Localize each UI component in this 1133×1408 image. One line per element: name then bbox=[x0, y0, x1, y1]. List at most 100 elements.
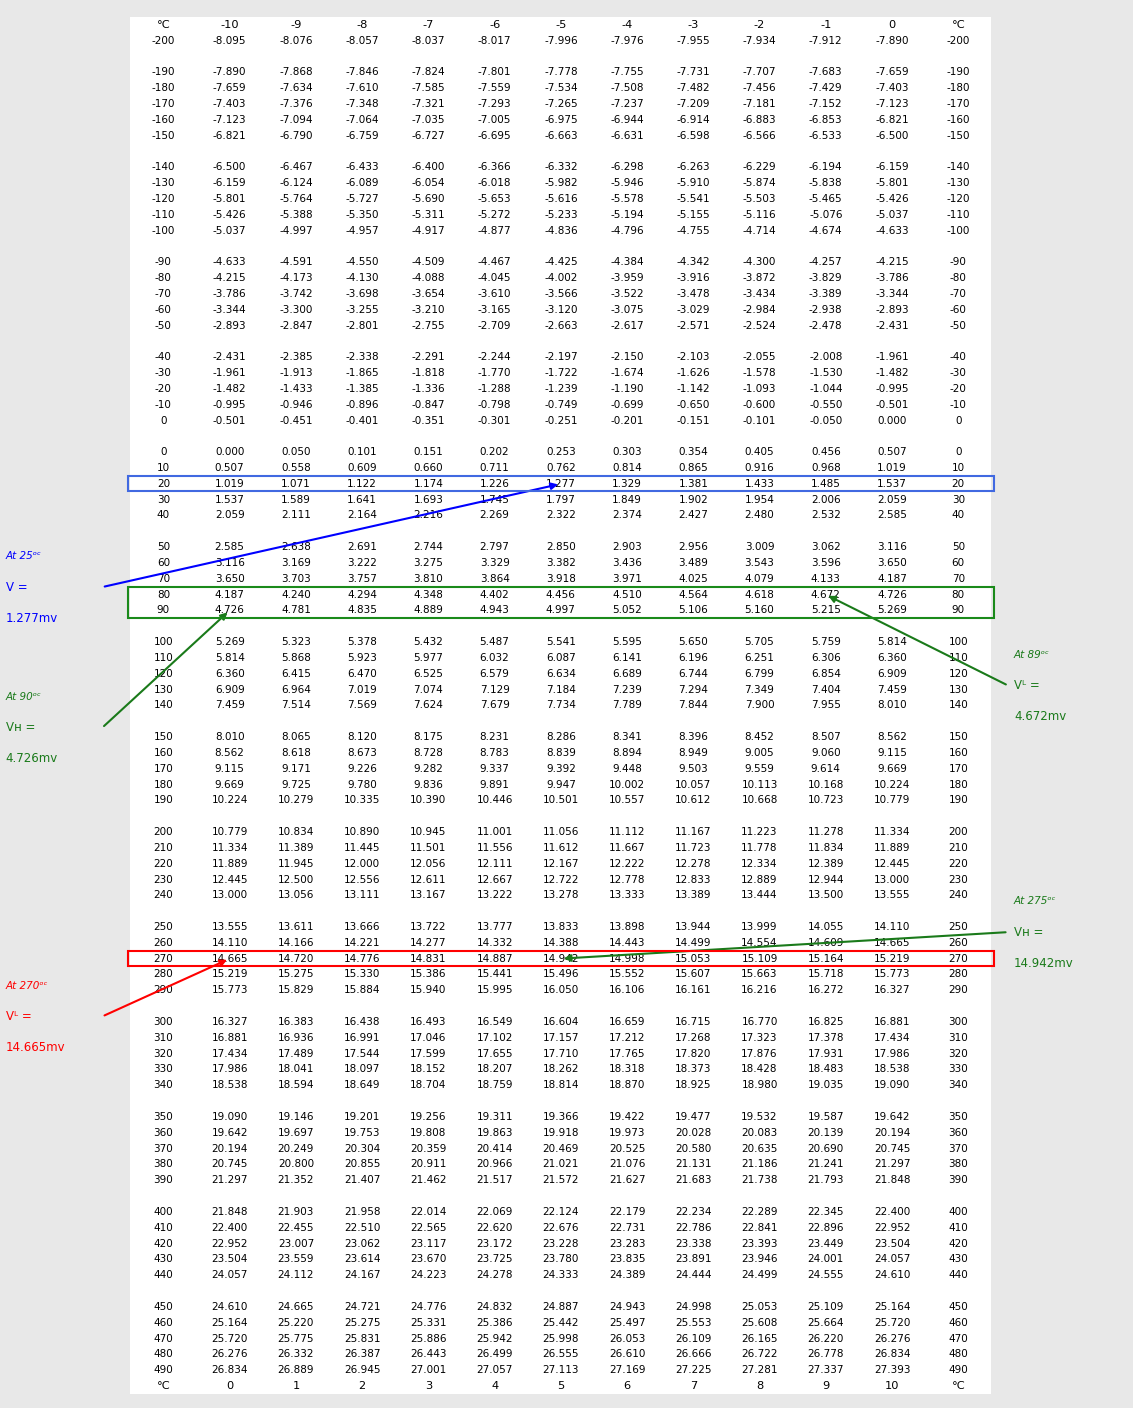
Text: 26.165: 26.165 bbox=[741, 1333, 777, 1343]
Text: 100: 100 bbox=[948, 636, 968, 648]
Text: 19.642: 19.642 bbox=[212, 1128, 248, 1138]
Text: 490: 490 bbox=[948, 1366, 968, 1376]
Text: 0: 0 bbox=[955, 415, 962, 425]
Text: 2.797: 2.797 bbox=[479, 542, 510, 552]
Text: -1.818: -1.818 bbox=[411, 367, 445, 377]
Text: 7.184: 7.184 bbox=[546, 684, 576, 694]
Text: -1.722: -1.722 bbox=[544, 367, 578, 377]
Text: 8.949: 8.949 bbox=[679, 748, 708, 758]
Text: -5.764: -5.764 bbox=[279, 194, 313, 204]
Text: -2.984: -2.984 bbox=[743, 304, 776, 315]
Text: 21.462: 21.462 bbox=[410, 1176, 446, 1186]
Text: -3.872: -3.872 bbox=[743, 273, 776, 283]
Text: 24.167: 24.167 bbox=[344, 1270, 381, 1280]
Text: 7.459: 7.459 bbox=[215, 700, 245, 711]
Text: 22.179: 22.179 bbox=[608, 1207, 646, 1217]
Text: 5.650: 5.650 bbox=[679, 636, 708, 648]
Text: 13.500: 13.500 bbox=[808, 890, 844, 900]
Text: 27.169: 27.169 bbox=[608, 1366, 646, 1376]
Text: 1.537: 1.537 bbox=[215, 494, 245, 504]
Text: 3: 3 bbox=[425, 1381, 432, 1391]
Text: 13.333: 13.333 bbox=[608, 890, 646, 900]
Text: 11.167: 11.167 bbox=[675, 826, 712, 836]
Text: -5.838: -5.838 bbox=[809, 177, 843, 189]
Text: 40: 40 bbox=[156, 511, 170, 521]
Text: 13.000: 13.000 bbox=[874, 874, 910, 884]
Text: 19.697: 19.697 bbox=[278, 1128, 314, 1138]
Text: 10.779: 10.779 bbox=[874, 796, 910, 805]
Text: -6.790: -6.790 bbox=[279, 131, 313, 141]
Text: -40: -40 bbox=[949, 352, 966, 362]
Text: 2.956: 2.956 bbox=[679, 542, 708, 552]
Text: 2.164: 2.164 bbox=[347, 511, 377, 521]
Text: 1.019: 1.019 bbox=[215, 479, 245, 489]
Text: -0.451: -0.451 bbox=[279, 415, 313, 425]
Text: 11.889: 11.889 bbox=[874, 843, 910, 853]
Text: 16.438: 16.438 bbox=[344, 1017, 381, 1026]
Text: 160: 160 bbox=[948, 748, 968, 758]
Text: 7.844: 7.844 bbox=[679, 700, 708, 711]
Text: -3.120: -3.120 bbox=[544, 304, 578, 315]
Text: -0.749: -0.749 bbox=[544, 400, 578, 410]
Text: -3: -3 bbox=[688, 20, 699, 30]
Text: 0.609: 0.609 bbox=[348, 463, 377, 473]
Text: 4.835: 4.835 bbox=[347, 605, 377, 615]
Text: -10: -10 bbox=[949, 400, 966, 410]
Text: 17.544: 17.544 bbox=[344, 1049, 381, 1059]
Text: -1.336: -1.336 bbox=[411, 384, 445, 394]
Text: 3.757: 3.757 bbox=[347, 574, 377, 584]
Text: -6.229: -6.229 bbox=[743, 162, 776, 172]
Text: -6.500: -6.500 bbox=[213, 162, 246, 172]
Text: 230: 230 bbox=[154, 874, 173, 884]
Text: 50: 50 bbox=[156, 542, 170, 552]
Text: -200: -200 bbox=[946, 35, 970, 45]
Text: 5: 5 bbox=[557, 1381, 564, 1391]
Text: 21.903: 21.903 bbox=[278, 1207, 314, 1217]
Text: 24.721: 24.721 bbox=[344, 1302, 381, 1312]
Text: 10.890: 10.890 bbox=[344, 826, 381, 836]
Text: -190: -190 bbox=[152, 68, 176, 77]
Text: -5.801: -5.801 bbox=[876, 177, 909, 189]
Text: -4.173: -4.173 bbox=[279, 273, 313, 283]
Text: 1.174: 1.174 bbox=[414, 479, 443, 489]
Text: 10.834: 10.834 bbox=[278, 826, 314, 836]
Text: 24.887: 24.887 bbox=[543, 1302, 579, 1312]
Text: 20.414: 20.414 bbox=[476, 1143, 513, 1153]
Text: -4.215: -4.215 bbox=[875, 258, 909, 268]
Text: 4.133: 4.133 bbox=[811, 574, 841, 584]
Text: -0.946: -0.946 bbox=[279, 400, 313, 410]
Text: -6.598: -6.598 bbox=[676, 131, 710, 141]
Text: 15.496: 15.496 bbox=[543, 970, 579, 980]
Text: 4.564: 4.564 bbox=[679, 590, 708, 600]
Text: 16.659: 16.659 bbox=[608, 1017, 646, 1026]
Text: 14.776: 14.776 bbox=[344, 953, 381, 963]
Text: 9.836: 9.836 bbox=[414, 780, 443, 790]
Text: 20.525: 20.525 bbox=[608, 1143, 646, 1153]
Text: -3.829: -3.829 bbox=[809, 273, 843, 283]
Text: 17.046: 17.046 bbox=[410, 1033, 446, 1043]
Text: 7.514: 7.514 bbox=[281, 700, 310, 711]
Text: 0.865: 0.865 bbox=[679, 463, 708, 473]
Text: 15.607: 15.607 bbox=[675, 970, 712, 980]
Text: 24.057: 24.057 bbox=[212, 1270, 248, 1280]
Text: -7.955: -7.955 bbox=[676, 35, 710, 45]
Text: 21.683: 21.683 bbox=[675, 1176, 712, 1186]
Text: 27.225: 27.225 bbox=[675, 1366, 712, 1376]
Text: 20.690: 20.690 bbox=[808, 1143, 844, 1153]
Text: -180: -180 bbox=[152, 83, 176, 93]
Text: 13.056: 13.056 bbox=[278, 890, 314, 900]
Text: -2.893: -2.893 bbox=[875, 304, 909, 315]
Text: 23.172: 23.172 bbox=[476, 1239, 513, 1249]
Text: 7.955: 7.955 bbox=[811, 700, 841, 711]
Text: 1.122: 1.122 bbox=[347, 479, 377, 489]
Text: 0: 0 bbox=[160, 415, 167, 425]
Text: 170: 170 bbox=[154, 763, 173, 774]
Text: 19.366: 19.366 bbox=[543, 1112, 579, 1122]
Text: 14.720: 14.720 bbox=[278, 953, 314, 963]
Text: 390: 390 bbox=[948, 1176, 968, 1186]
Text: 16.991: 16.991 bbox=[344, 1033, 381, 1043]
Text: 8.728: 8.728 bbox=[414, 748, 443, 758]
Text: 6.087: 6.087 bbox=[546, 653, 576, 663]
Text: -8.095: -8.095 bbox=[213, 35, 246, 45]
Text: 16.327: 16.327 bbox=[212, 1017, 248, 1026]
